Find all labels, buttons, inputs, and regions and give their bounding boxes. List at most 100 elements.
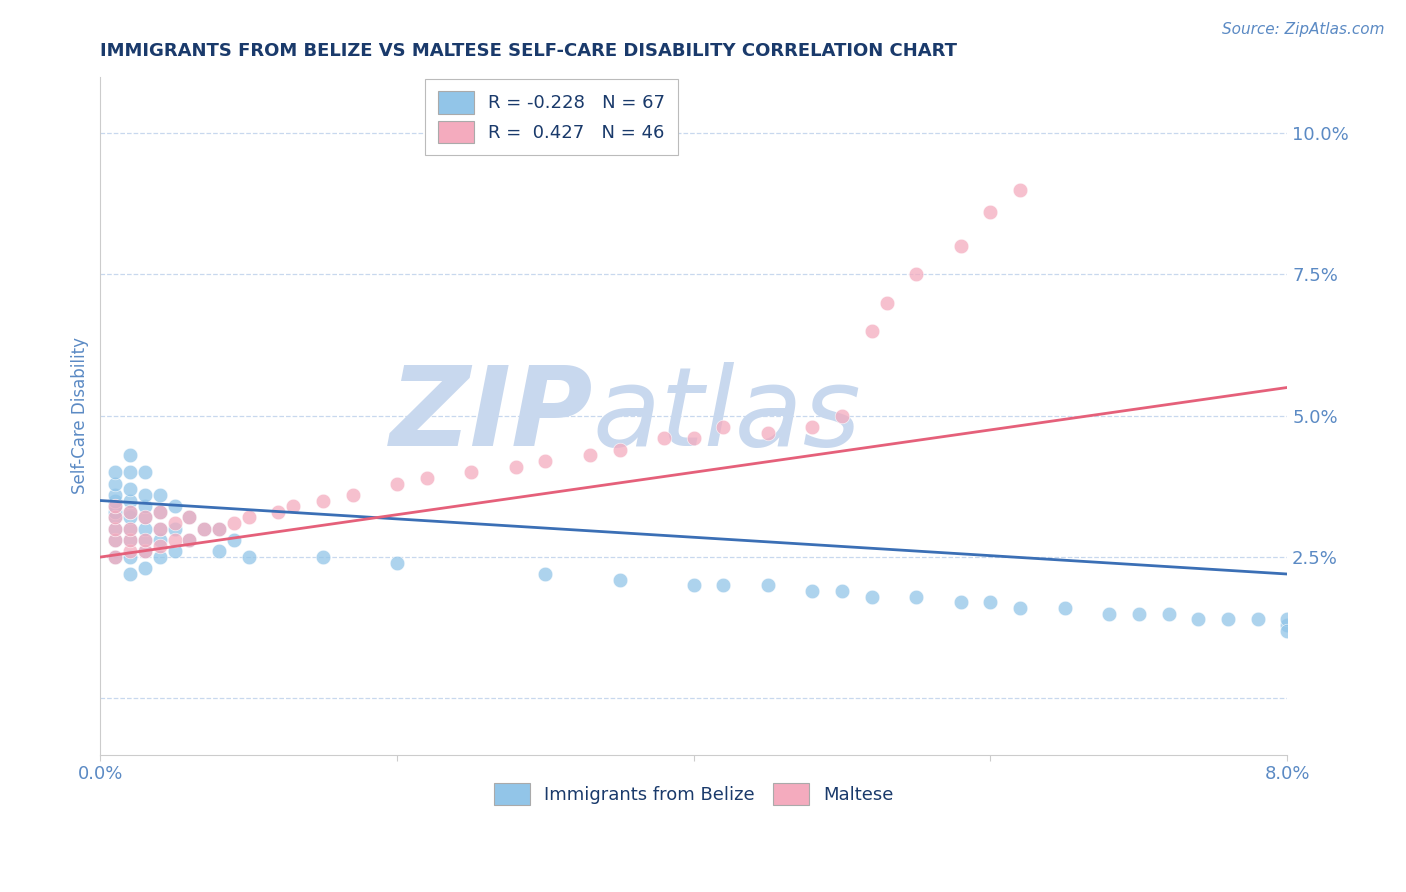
Point [104,550,127,565]
Point [104,499,127,513]
Point [118,544,141,558]
Point [222,533,245,547]
Point [1246,612,1268,626]
Point [149,522,172,536]
Point [149,522,172,536]
Point [104,510,127,524]
Point [118,522,141,536]
Point [118,533,141,547]
Point [179,510,201,524]
Point [801,584,824,599]
Point [1277,624,1299,638]
Point [756,425,779,440]
Point [134,499,156,513]
Point [118,465,141,479]
Point [385,556,408,570]
Point [238,550,260,565]
Point [1098,607,1121,621]
Point [149,539,172,553]
Point [979,595,1001,609]
Point [118,448,141,462]
Point [104,533,127,547]
Point [104,522,127,536]
Point [876,295,898,310]
Point [149,505,172,519]
Y-axis label: Self-Care Disability: Self-Care Disability [72,337,89,494]
Text: Source: ZipAtlas.com: Source: ZipAtlas.com [1222,22,1385,37]
Point [682,431,704,445]
Point [163,522,186,536]
Point [104,505,127,519]
Point [163,499,186,513]
Point [1053,601,1076,615]
Point [385,476,408,491]
Text: IMMIGRANTS FROM BELIZE VS MALTESE SELF-CARE DISABILITY CORRELATION CHART: IMMIGRANTS FROM BELIZE VS MALTESE SELF-C… [100,42,957,60]
Point [682,578,704,592]
Point [163,544,186,558]
Point [134,510,156,524]
Point [979,205,1001,219]
Point [905,268,928,282]
Point [801,420,824,434]
Point [208,522,231,536]
Point [134,533,156,547]
Point [652,431,675,445]
Point [860,324,883,338]
Point [609,573,631,587]
Point [104,533,127,547]
Point [134,544,156,558]
Point [118,505,141,519]
Point [163,533,186,547]
Point [460,465,482,479]
Point [860,590,883,604]
Point [104,488,127,502]
Point [118,505,141,519]
Point [1277,612,1299,626]
Point [104,493,127,508]
Point [905,590,928,604]
Point [949,595,972,609]
Point [118,533,141,547]
Point [831,584,853,599]
Point [609,442,631,457]
Point [118,522,141,536]
Point [179,510,201,524]
Point [283,499,305,513]
Point [193,522,215,536]
Point [312,550,335,565]
Text: atlas: atlas [593,362,862,469]
Point [238,510,260,524]
Point [416,471,439,485]
Point [134,544,156,558]
Point [534,454,557,468]
Point [193,522,215,536]
Point [163,516,186,530]
Point [104,510,127,524]
Point [149,505,172,519]
Point [179,533,201,547]
Point [208,544,231,558]
Point [1187,612,1209,626]
Text: ZIP: ZIP [389,362,593,469]
Point [713,578,735,592]
Point [1010,601,1032,615]
Point [118,550,141,565]
Point [104,499,127,513]
Point [179,533,201,547]
Point [118,567,141,582]
Point [579,448,602,462]
Point [1157,607,1180,621]
Point [1216,612,1239,626]
Point [104,522,127,536]
Point [149,488,172,502]
Point [134,561,156,575]
Point [134,533,156,547]
Point [1010,183,1032,197]
Point [534,567,557,582]
Point [134,510,156,524]
Point [831,409,853,423]
Point [149,533,172,547]
Point [222,516,245,530]
Point [312,493,335,508]
Point [149,550,172,565]
